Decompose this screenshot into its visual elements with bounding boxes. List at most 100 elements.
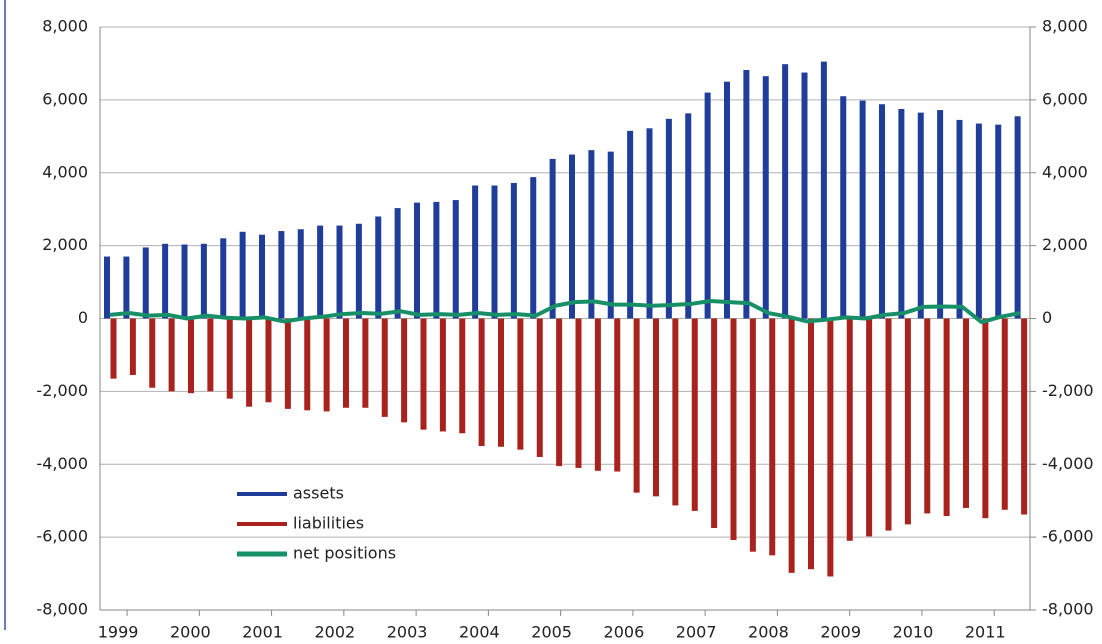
bar [956,119,963,319]
bar [982,318,989,519]
x-tick-label: 2003 [387,623,428,642]
bar [459,318,466,434]
bar [885,318,892,531]
legend-label: assets [293,484,344,503]
bar [633,318,640,493]
bar [530,177,537,319]
bar [414,202,420,319]
bar [381,318,388,417]
bar [375,216,382,319]
bar [665,118,672,319]
bar [866,318,873,537]
bar [433,201,440,319]
x-tick-label: 2009 [820,623,861,642]
x-tick-label: 2002 [314,623,355,642]
y-tick-label: -2,000 [36,381,88,400]
bar [685,113,692,319]
bar [588,150,595,319]
bar [104,256,110,319]
bar [808,318,814,570]
legend-label: net positions [293,544,396,563]
bar [904,318,911,525]
bar [627,130,634,319]
bar [362,318,369,408]
y2-tick-label: 6,000 [1042,89,1088,108]
y-tick-label: -8,000 [36,600,88,619]
bar [498,318,504,447]
x-tick-label: 1999 [98,623,139,642]
bar [394,208,401,319]
bar [840,96,847,319]
bar [181,244,188,319]
bar [246,318,253,407]
bar [575,318,582,468]
bar [355,223,362,319]
bar [510,182,517,319]
x-tick-label: 2010 [893,623,934,642]
y2-tick-label: 8,000 [1042,17,1088,36]
bar [536,318,543,457]
bar [846,318,853,541]
bar [672,318,679,506]
bar [879,104,885,319]
x-tick-label: 2007 [676,623,717,642]
net-line [109,299,1021,325]
bar [549,158,556,319]
x-tick-label: 2005 [531,623,572,642]
bar [478,318,485,447]
y-tick-label: 8,000 [42,17,88,36]
bar [265,318,272,403]
bar [123,256,130,319]
bar [336,225,343,319]
bar [704,92,711,319]
bar [1001,318,1008,510]
bar [995,124,1002,319]
bar [220,238,227,319]
y2-tick-label: 0 [1042,308,1052,327]
bar [646,128,653,319]
bar [769,318,776,556]
bar [924,318,931,514]
bar [343,318,349,408]
y2-tick-label: -6,000 [1042,527,1094,546]
bar [749,318,756,552]
y2-tick-label: 2,000 [1042,235,1088,254]
bar [937,110,944,319]
bar [110,318,117,379]
y-tick-label: -4,000 [36,454,88,473]
bar [472,185,479,319]
bar [168,318,175,392]
bar [820,61,827,319]
bar [963,318,969,508]
bar [401,318,408,423]
x-tick-label: 2011 [965,623,1006,642]
bar [491,185,498,319]
bar [452,200,459,319]
bar [917,112,924,319]
bar [439,318,446,432]
bar [142,247,149,319]
bar [129,318,136,375]
x-tick-label: 2006 [604,623,645,642]
bar [420,318,427,430]
y-tick-label: 2,000 [42,235,88,254]
bar [801,72,808,319]
bar [859,100,866,319]
x-tick-label: 2001 [242,623,283,642]
bar [556,318,563,467]
x-tick-label: 2000 [170,623,211,642]
bar [297,229,304,319]
bar [898,108,905,319]
bar [200,243,207,319]
bar [259,234,265,319]
bar [827,318,834,577]
bar [943,318,950,516]
bar [788,318,795,573]
x-tick-label: 2008 [748,623,789,642]
bar [730,318,737,541]
bar [149,318,156,388]
bar [711,318,718,529]
bar [239,231,246,319]
bar [284,318,291,409]
